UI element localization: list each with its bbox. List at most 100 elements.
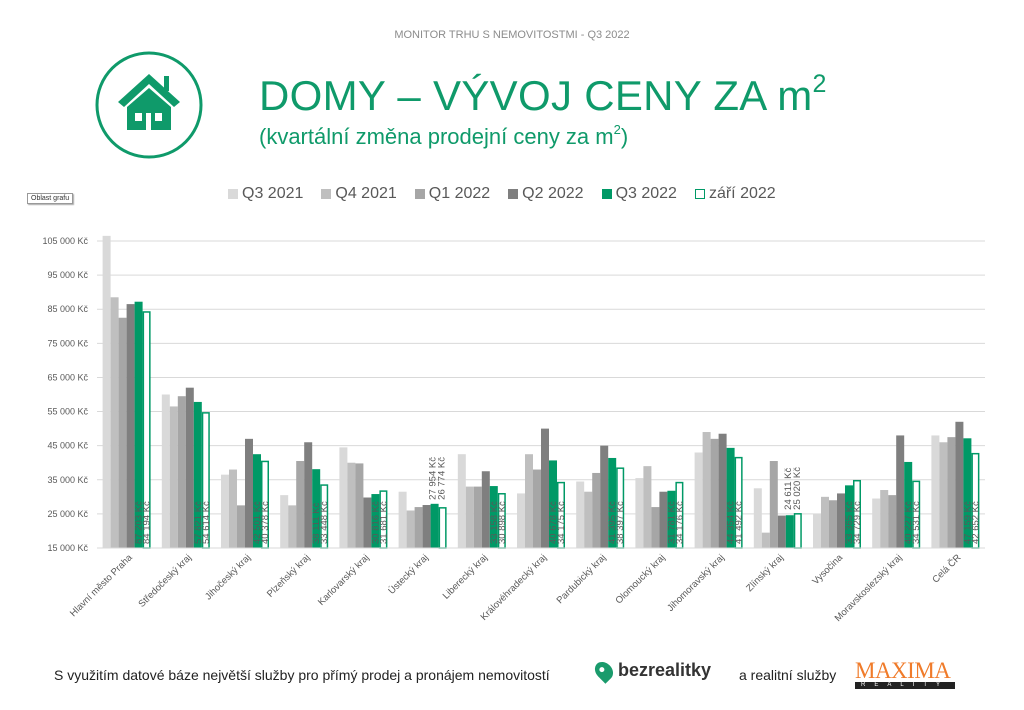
legend-label: Q3 2021 xyxy=(242,185,304,202)
x-tick-label: Královéhradecký kraj xyxy=(479,552,550,623)
y-tick-label: 35 000 Kč xyxy=(47,475,88,485)
y-tick-label: 75 000 Kč xyxy=(47,338,88,348)
x-tick-label: Hlavní město Praha xyxy=(68,552,135,619)
data-label: 47 159 Kč xyxy=(962,501,973,544)
bar-q3-2022 xyxy=(963,438,972,548)
x-tick-label: Jihočeský kraj xyxy=(203,552,253,602)
bar-q4-2021 xyxy=(169,406,178,548)
location-pin-icon xyxy=(591,657,617,684)
bar-q4-2021 xyxy=(229,469,237,548)
bar-q1-2022 xyxy=(237,505,245,548)
y-tick-label: 95 000 Kč xyxy=(47,270,88,280)
y-tick-label: 25 000 Kč xyxy=(47,509,88,519)
bar-q3-2021 xyxy=(694,452,703,548)
x-tick-label: Karlovarský kraj xyxy=(316,552,372,608)
bar-q2-2022 xyxy=(245,438,253,548)
y-tick-label: 45 000 Kč xyxy=(47,441,88,451)
data-label: 44 354 Kč xyxy=(726,501,737,544)
bar-q3-2022 xyxy=(726,447,735,548)
maxima-sub: REALITY xyxy=(855,682,955,689)
bar-q1-2022 xyxy=(592,472,601,548)
data-label: 40 378 Kč xyxy=(260,501,271,544)
legend-swatch xyxy=(508,189,519,199)
bar-q3-2021 xyxy=(635,478,644,548)
bar-q2-2022 xyxy=(422,505,431,548)
y-tick-label: 105 000 Kč xyxy=(42,236,88,246)
y-tick-label: 65 000 Kč xyxy=(47,372,88,382)
y-tick-label: 85 000 Kč xyxy=(47,304,88,314)
data-label: 31 781 Kč xyxy=(666,501,677,544)
footer-text: S využitím datové báze největší služby p… xyxy=(54,667,550,683)
bar-q4-2021 xyxy=(288,505,297,548)
bar-q2-2022 xyxy=(363,497,372,548)
bar-q3-2021 xyxy=(931,435,940,548)
bar-září-2022 xyxy=(438,507,447,549)
footer-connector: a realitní služby xyxy=(739,667,837,683)
legend-label: Q3 2022 xyxy=(615,185,677,202)
bar-q1-2022 xyxy=(296,461,305,548)
bar-q1-2022 xyxy=(118,317,127,548)
maxima-logo: MAXIMA REALITY xyxy=(855,658,955,689)
x-tick-label: Plzeňský kraj xyxy=(265,552,312,599)
bar-q2-2022 xyxy=(955,421,964,548)
bar-q2-2022 xyxy=(126,304,135,548)
bar-q2-2022 xyxy=(777,515,786,548)
bar-q3-2022 xyxy=(253,454,261,548)
data-label: 33 365 Kč xyxy=(844,501,855,544)
bar-q4-2021 xyxy=(584,491,593,548)
bar-q1-2022 xyxy=(414,507,423,548)
bar-q3-2021 xyxy=(753,488,762,548)
bar-q3-2022 xyxy=(845,485,853,548)
bar-q4-2021 xyxy=(821,496,829,548)
report-header: MONITOR TRHU S NEMOVITOSTMI - Q3 2022 xyxy=(394,29,630,41)
x-tick-label: Moravskoslezský kraj xyxy=(833,552,905,624)
bar-q2-2022 xyxy=(185,387,194,548)
legend-swatch xyxy=(601,189,612,199)
bar-q1-2022 xyxy=(177,396,186,548)
data-label: 42 501 Kč xyxy=(252,501,263,544)
bar-q3-2021 xyxy=(102,235,111,548)
bar-q4-2021 xyxy=(761,532,770,548)
legend-label: září 2022 xyxy=(708,185,776,202)
data-label: 40 678 Kč xyxy=(548,501,559,544)
data-label: 87 203 Kč xyxy=(134,501,145,544)
bar-q2-2022 xyxy=(600,445,609,548)
legend-item: Q3 2021 xyxy=(228,185,303,203)
x-tick-label: Liberecký kraj xyxy=(441,552,490,601)
legend-label: Q1 2022 xyxy=(428,185,491,202)
chart-area-tooltip: Oblast grafu xyxy=(27,193,74,204)
bar-q3-2022 xyxy=(549,460,557,548)
bar-q1-2022 xyxy=(533,469,541,548)
bar-q3-2022 xyxy=(193,401,202,548)
legend-swatch xyxy=(321,189,332,199)
data-label: 26 774 Kč xyxy=(437,457,448,500)
bar-q1-2022 xyxy=(829,500,837,548)
bar-q2-2022 xyxy=(481,471,490,548)
x-tick-label: Zlínský kraj xyxy=(744,552,786,594)
bar-q1-2022 xyxy=(769,461,778,548)
bezrealitky-label: bezrealitky xyxy=(618,660,712,680)
bar-q2-2022 xyxy=(304,442,313,548)
x-tick-label: Vysočina xyxy=(810,552,845,587)
data-label: 33 158 Kč xyxy=(489,501,500,544)
bar-q3-2022 xyxy=(430,503,439,548)
legend-item: Q2 2022 xyxy=(508,185,584,203)
bar-q3-2021 xyxy=(576,481,585,548)
x-tick-label: Ústecký kraj xyxy=(386,552,430,596)
data-label: 38 111 Kč xyxy=(311,502,322,544)
bar-q3-2021 xyxy=(813,513,821,548)
bar-q3-2021 xyxy=(517,493,525,548)
chart-legend: Q3 2021 Q4 2021 Q1 2022 Q2 2022 Q3 2022 září … xyxy=(228,185,776,203)
bar-q4-2021 xyxy=(880,490,889,548)
maxima-label: MAXIMA xyxy=(855,658,951,683)
bar-q3-2022 xyxy=(312,469,321,548)
bar-q1-2022 xyxy=(888,495,897,548)
bar-chart: 15 000 Kč 25 000 Kč 35 000 Kč 45 000 Kč 55 0… xyxy=(42,235,985,624)
legend-swatch xyxy=(228,189,238,199)
legend-swatch xyxy=(694,189,705,199)
bar-q3-2022 xyxy=(785,515,794,548)
bar-q3-2022 xyxy=(489,486,498,548)
y-tick-label: 15 000 Kč xyxy=(47,543,88,553)
x-tick-label: Jihomoravský kraj xyxy=(665,552,727,614)
x-tick-label: Olomoucký kraj xyxy=(613,552,667,606)
